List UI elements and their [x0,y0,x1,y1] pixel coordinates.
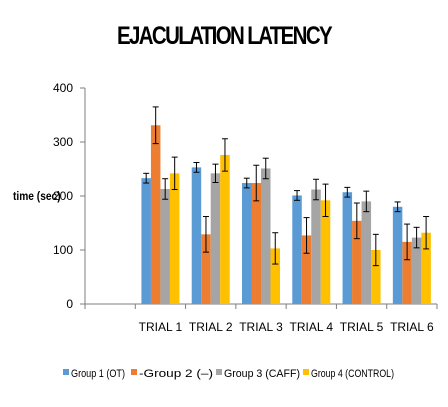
bar [342,192,353,304]
bar [150,125,161,304]
bar [301,235,312,304]
y-tick-label: 200 [53,189,73,203]
bar [311,189,321,304]
bar [270,248,280,304]
bar [201,234,211,304]
bar [191,167,202,304]
bar [392,206,403,304]
bar [251,183,261,304]
bar [320,200,331,304]
x-tick-label: TRIAL 4 [289,320,333,334]
bar [371,250,381,304]
legend-label: -Group 2 (–) [139,368,213,380]
bar [421,232,431,304]
bar [242,183,252,304]
legend-label: Group 3 (CAFF) [224,368,300,380]
legend-swatch [216,369,222,375]
legend-swatch [131,369,137,375]
y-tick-label: 100 [53,243,73,257]
bar [361,201,372,304]
y-tick-label: 0 [66,297,73,311]
x-tick-label: TRIAL 3 [239,320,283,334]
x-tick-label: TRIAL 6 [390,320,434,334]
y-tick-label: 300 [53,135,73,149]
y-axis-label: time (sec) [13,189,61,203]
bar [210,173,221,304]
bar [261,168,271,304]
bar [160,188,170,304]
chart-title: EJACULATION LATENCY [116,22,333,50]
bar [292,195,302,304]
legend-label: Group 4 (CONTROL) [311,368,394,380]
bar [220,154,230,304]
bar [411,237,422,304]
bar [402,241,412,304]
legend-label: Group 1 (OT) [71,368,125,380]
bar [169,173,180,304]
x-tick-label: TRIAL 1 [139,320,183,334]
bar [141,178,151,304]
x-tick-label: TRIAL 2 [189,320,233,334]
x-tick-label: TRIAL 5 [340,320,384,334]
legend-swatch [63,369,69,375]
legend-swatch [303,369,309,375]
y-tick-label: 400 [53,81,73,95]
bar [352,220,362,304]
